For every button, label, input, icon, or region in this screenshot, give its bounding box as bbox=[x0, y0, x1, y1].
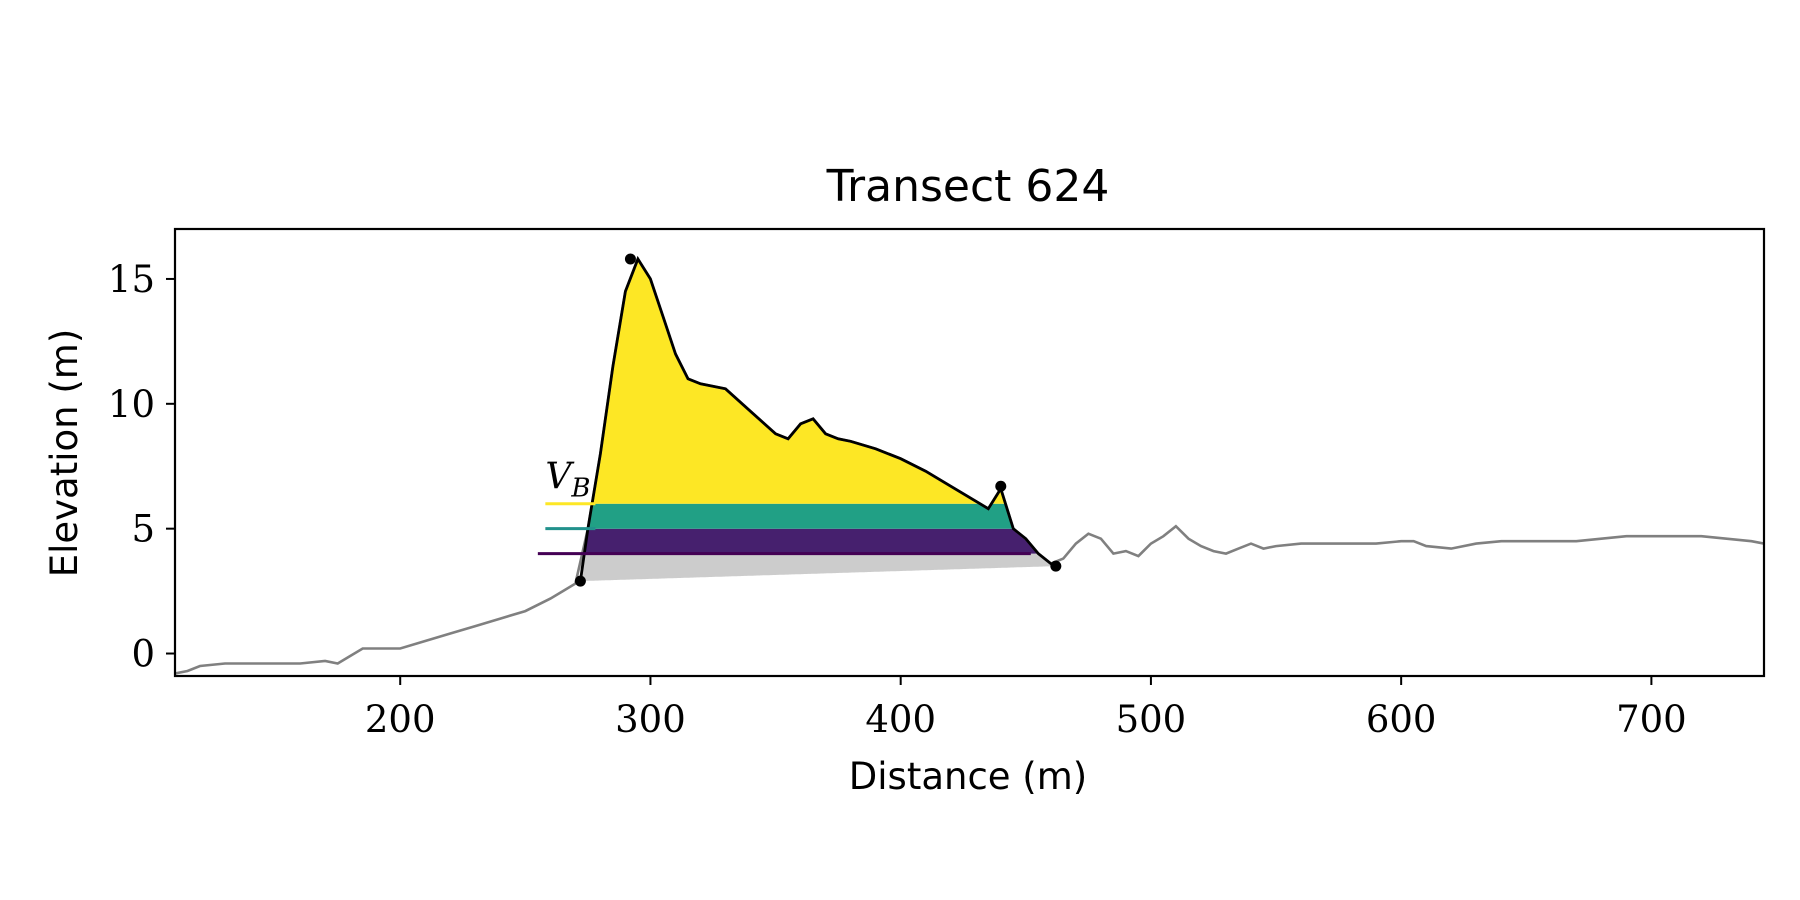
x-axis: 200 300 400 500 600 700 bbox=[365, 676, 1687, 741]
x-tick-label: 700 bbox=[1616, 698, 1687, 741]
plot-frame bbox=[173, 227, 1766, 678]
x-tick-label: 300 bbox=[615, 698, 686, 741]
marker-toe bbox=[574, 575, 586, 587]
volume-band-2 bbox=[580, 503, 1056, 564]
marker-crest bbox=[624, 253, 636, 265]
x-axis-label: Distance (m) bbox=[849, 755, 1087, 798]
volume-band-3 bbox=[580, 259, 1056, 564]
x-tick-label: 600 bbox=[1366, 698, 1437, 741]
y-axis: 0 5 10 15 bbox=[108, 258, 175, 676]
volume-band-0 bbox=[580, 553, 1056, 582]
x-tick-label: 400 bbox=[865, 698, 936, 741]
y-tick-label: 5 bbox=[131, 508, 155, 551]
plot-area bbox=[175, 253, 1764, 675]
x-tick-label: 500 bbox=[1116, 698, 1187, 741]
dune-outline bbox=[579, 255, 1057, 582]
y-tick-label: 0 bbox=[131, 633, 155, 676]
x-tick-label: 200 bbox=[365, 698, 436, 741]
y-tick-label: 15 bbox=[108, 258, 155, 301]
marker-heel bbox=[1050, 560, 1062, 572]
y-axis-label: Elevation (m) bbox=[43, 329, 86, 578]
volume-band-1 bbox=[580, 528, 1056, 564]
y-tick-label: 10 bbox=[108, 383, 155, 426]
marker-secondary-crest bbox=[995, 480, 1007, 492]
chart-title: Transect 624 bbox=[826, 161, 1110, 212]
